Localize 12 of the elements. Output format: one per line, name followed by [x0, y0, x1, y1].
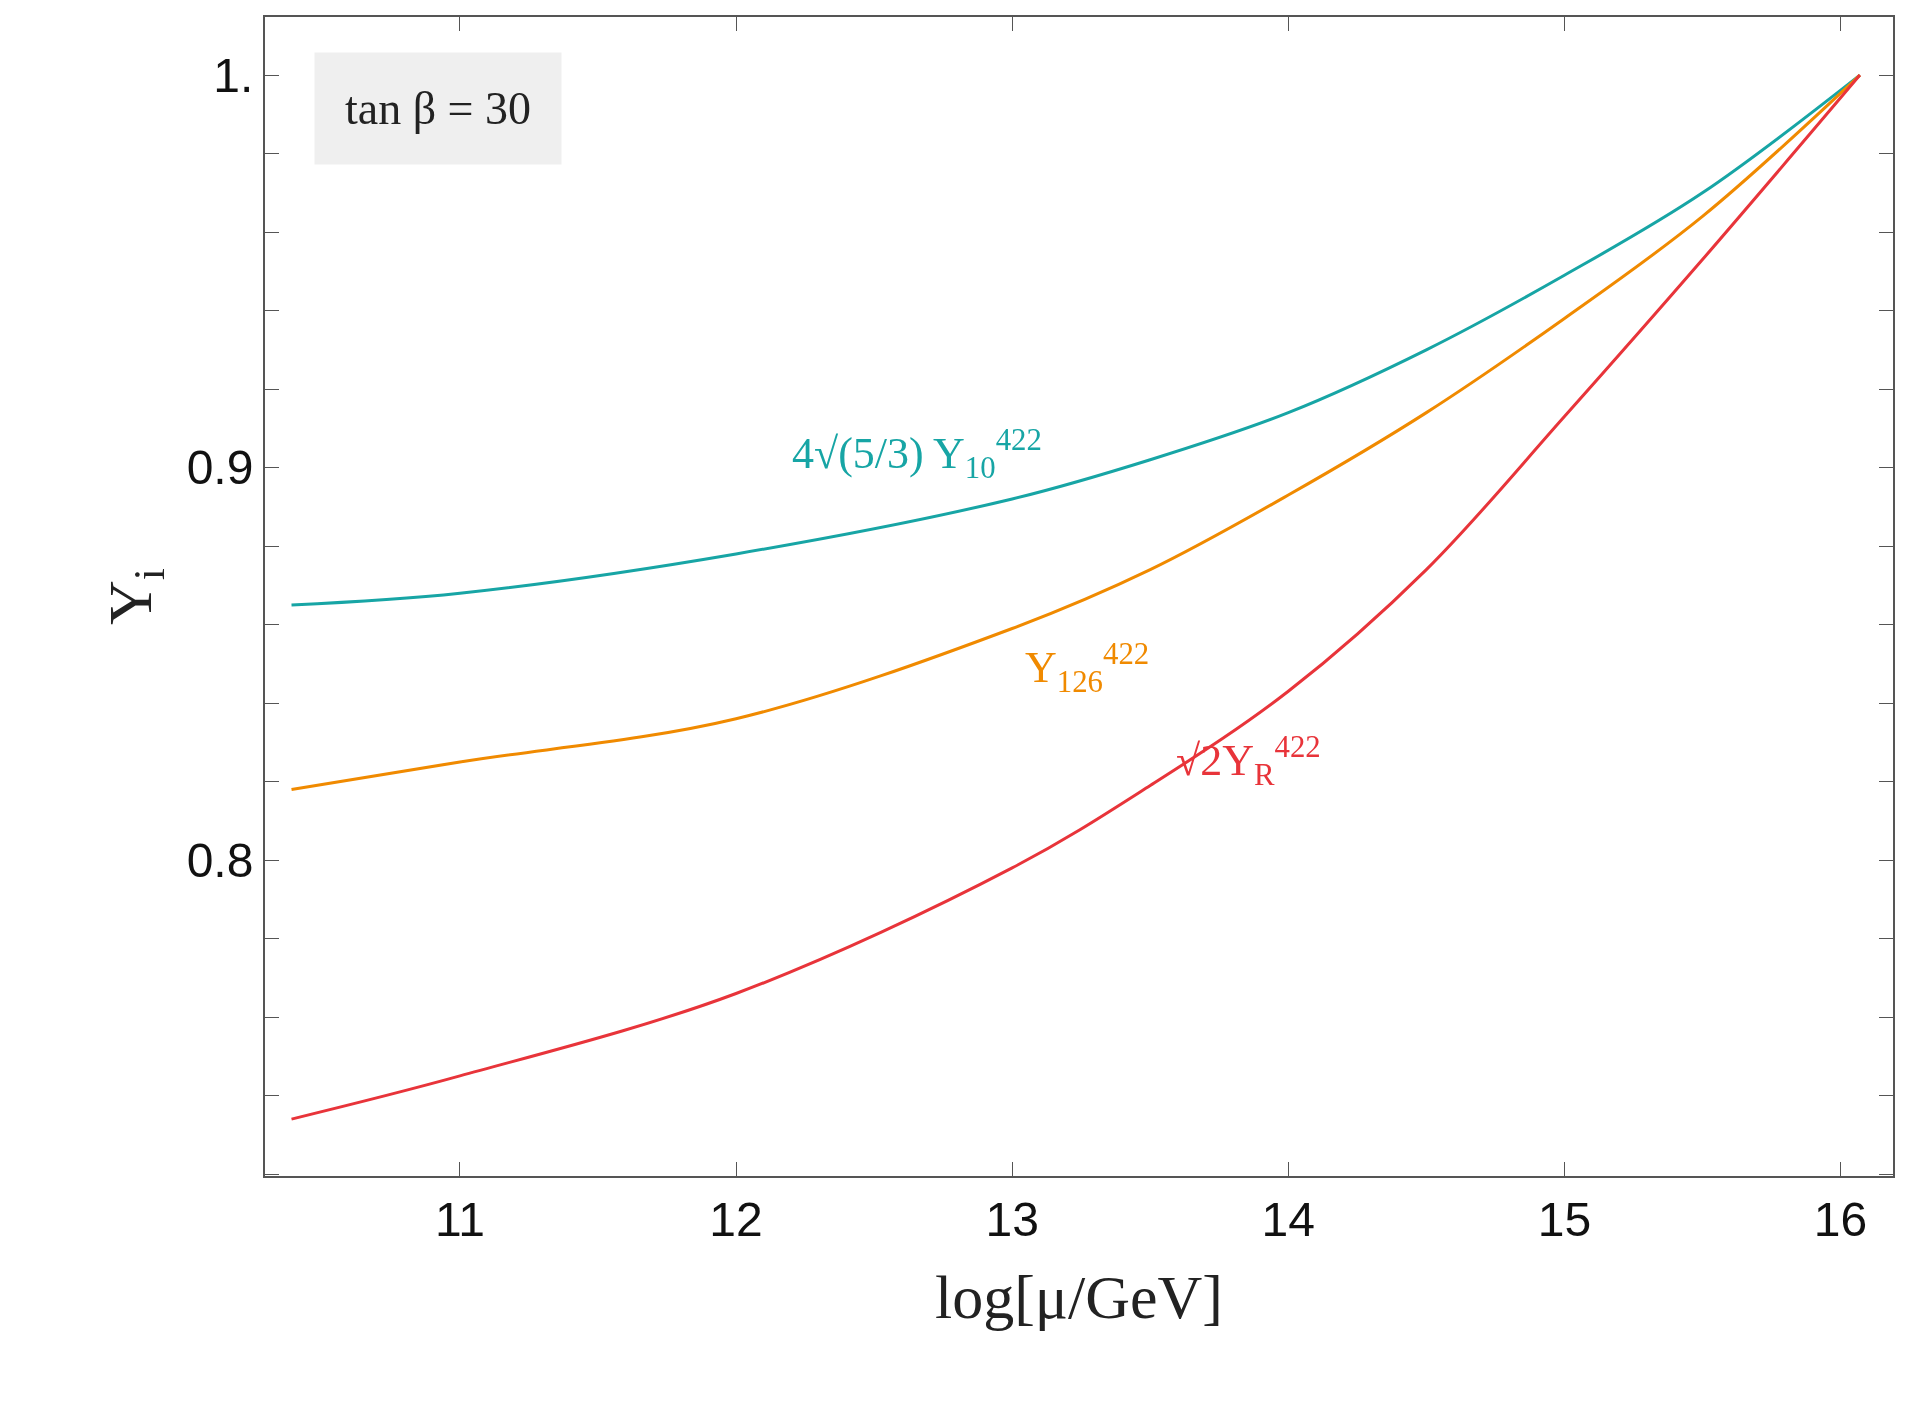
y-tick-label: 0.9: [186, 441, 254, 495]
x-tick-label: 11: [435, 1192, 485, 1246]
x-tick-label: 14: [1261, 1192, 1315, 1246]
y-tick-label: 1.: [213, 48, 254, 102]
y-tick-label: 0.8: [186, 833, 254, 887]
x-tick-label: 16: [1813, 1192, 1868, 1246]
x-tick-label: 12: [709, 1192, 763, 1246]
line-series: [290, 73, 1862, 1121]
x-axis-title: log[μ/GeV]: [934, 1263, 1224, 1331]
x-tick-label: 15: [1537, 1192, 1592, 1246]
x-tick-label: 13: [985, 1192, 1039, 1246]
annotation: tan β = 30: [345, 83, 532, 134]
